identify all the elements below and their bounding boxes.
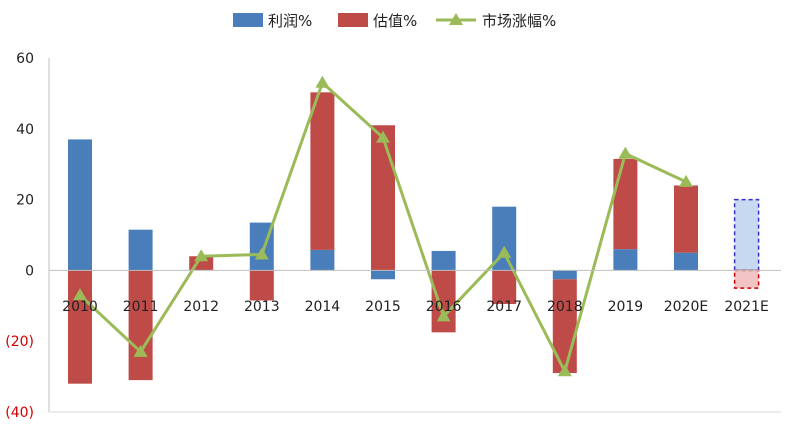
x-tick-label: 2019 (608, 299, 644, 315)
bar-valuation (68, 270, 92, 384)
market-point-marker (618, 146, 633, 159)
legend-swatch-profit (233, 13, 263, 27)
y-tick-label: 60 (16, 51, 34, 67)
legend-label-profit: 利润% (268, 12, 312, 30)
market-point-marker (436, 309, 451, 322)
bar-valuation (431, 270, 456, 333)
x-tick-label: 2017 (486, 299, 522, 315)
bar-profit (68, 139, 92, 271)
bar-valuation (310, 92, 335, 250)
y-tick-label: (20) (5, 334, 34, 350)
x-tick-label: 2011 (123, 299, 159, 315)
bar-profit (431, 250, 456, 271)
bar-profit (371, 270, 395, 280)
market-point-marker (254, 247, 269, 260)
x-tick-label: 2020E (664, 299, 708, 315)
bar-profit (552, 270, 577, 280)
bar-valuation (128, 270, 153, 381)
y-tick-label: (40) (5, 405, 34, 421)
market-point-marker (497, 245, 512, 258)
market-point-marker (376, 130, 390, 143)
estimate-bar-profit (733, 198, 760, 272)
x-tick-label: 2010 (62, 299, 98, 315)
legend-label-valuation: 估值% (373, 12, 417, 30)
market-point-marker (315, 75, 330, 88)
bar-valuation (552, 279, 577, 374)
bar-profit (128, 229, 153, 271)
x-tick-label: 2016 (426, 299, 462, 315)
y-tick-label: 0 (25, 263, 34, 279)
market-point-marker (679, 174, 693, 187)
bar-profit (674, 252, 698, 271)
bar-valuation (492, 270, 517, 305)
bar-valuation (674, 185, 698, 253)
market-point-marker (194, 249, 209, 262)
bar-valuation (371, 125, 395, 271)
x-tick-label: 2015 (365, 299, 401, 315)
market-line (73, 75, 693, 377)
bar-valuation (249, 270, 274, 301)
x-tick-label: 2021E (724, 299, 768, 315)
y-tick-label: 20 (16, 193, 34, 209)
legend-label-market: 市场涨幅% (482, 12, 556, 30)
market-point-marker (133, 344, 148, 357)
bar-profit (613, 249, 638, 271)
x-tick-label: 2013 (244, 299, 280, 315)
x-axis: 2010 2011 2012 2013 2014 2015 2016 2017 2018 2019… (49, 269, 781, 413)
legend-swatch-valuation (338, 13, 368, 27)
estimate-bar-valuation (733, 269, 760, 289)
market-point-marker (73, 288, 87, 301)
bar-valuation (613, 158, 638, 250)
legend: 利润% 估值% 市场涨幅% (233, 12, 556, 30)
x-tick-label: 2018 (547, 299, 583, 315)
x-tick-label: 2012 (183, 299, 219, 315)
estimate-boxes (733, 198, 760, 289)
bars (68, 92, 698, 384)
y-axis: 60 40 20 0 (20) (40) (5, 51, 50, 421)
x-tick-label: 2014 (305, 299, 341, 315)
market-point-marker (557, 364, 572, 377)
y-tick-label: 40 (16, 122, 34, 138)
legend-marker-market (449, 13, 463, 25)
bar-profit (310, 249, 335, 271)
